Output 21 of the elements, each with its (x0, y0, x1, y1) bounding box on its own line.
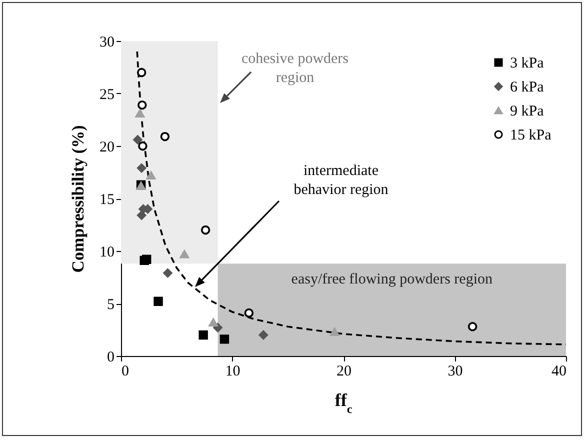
y-tick-label: 30 (100, 34, 114, 50)
legend-label: 3 kPa (510, 56, 544, 72)
x-axis-title: ff$_{c}$ (334, 390, 353, 416)
y-tick-label: 15 (100, 192, 114, 208)
y-tick-label: 10 (100, 244, 114, 260)
y-tick-label: 25 (100, 87, 114, 103)
x-tick-label: 0 (122, 364, 129, 380)
legend-label: 9 kPa (510, 104, 544, 120)
band-label: easy/free flowing powders region (291, 272, 493, 288)
x-tick-label: 40 (552, 364, 566, 380)
x-tick-label: 30 (448, 364, 463, 380)
y-axis-title: Compressibility (%) (68, 125, 88, 273)
y-tick-label: 5 (107, 297, 114, 313)
legend-label: 6 kPa (510, 80, 544, 96)
annotation: cohesive powders region (241, 51, 349, 86)
legend-label: 15 kPa (510, 128, 552, 144)
x-tick-label: 20 (336, 364, 352, 380)
x-tick-label: 10 (225, 364, 240, 380)
y-tick-label: 20 (100, 140, 114, 156)
y-tick-label: 0 (107, 350, 114, 366)
annotation: intermediate behavior region (294, 163, 389, 198)
